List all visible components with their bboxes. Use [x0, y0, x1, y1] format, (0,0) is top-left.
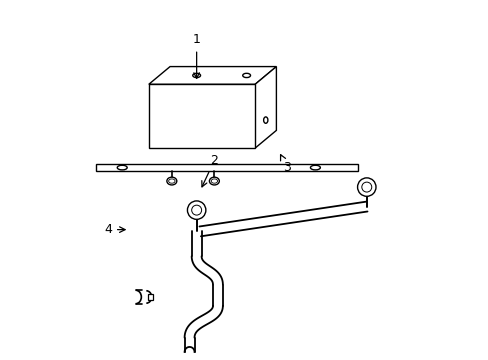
- Polygon shape: [96, 164, 357, 171]
- Circle shape: [187, 201, 205, 219]
- Text: 1: 1: [192, 33, 200, 78]
- Polygon shape: [148, 67, 276, 84]
- Text: 3: 3: [280, 155, 290, 174]
- Ellipse shape: [209, 177, 219, 185]
- Bar: [147, 294, 153, 300]
- Polygon shape: [255, 67, 276, 148]
- Text: 4: 4: [104, 223, 125, 236]
- Circle shape: [357, 178, 375, 196]
- Text: 2: 2: [202, 154, 218, 187]
- Ellipse shape: [166, 177, 177, 185]
- Polygon shape: [148, 84, 255, 148]
